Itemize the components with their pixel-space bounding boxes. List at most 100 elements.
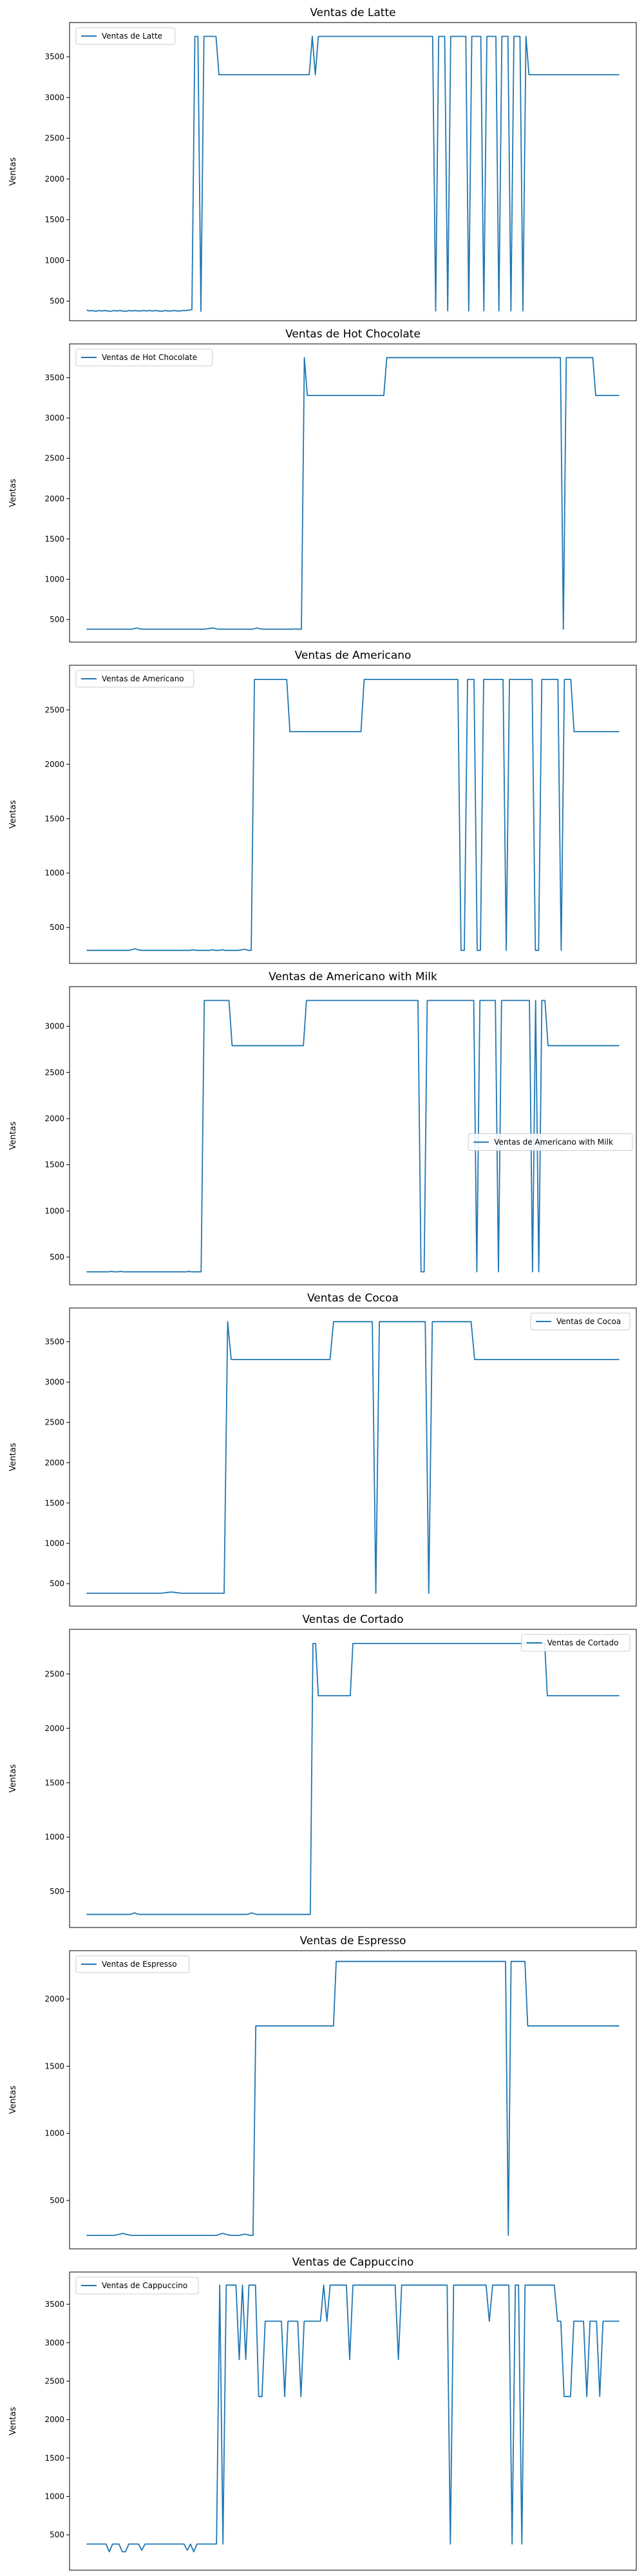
y-tick-label: 1000: [44, 1833, 64, 1842]
y-tick-label: 1500: [44, 215, 64, 224]
y-tick-label: 3000: [44, 2338, 64, 2347]
y-tick-label: 1000: [44, 256, 64, 265]
chart-panel: Ventas de Cappuccino 500 1000 1500 2000 2500 3…: [8, 2256, 637, 2571]
y-axis-label: Ventas: [8, 1121, 18, 1150]
series-line: [86, 35, 620, 312]
chart-panel: Ventas de Cortado 500 1000 1500 2000 2500 Vent…: [8, 1613, 637, 1928]
y-tick-label: 3000: [44, 413, 64, 422]
chart-panel: Ventas de Espresso 500 1000 1500 2000 Ventas V…: [8, 1935, 637, 2249]
legend-box: [75, 670, 194, 688]
chart-title: Ventas de Latte: [310, 6, 395, 19]
y-tick-label: 2500: [44, 134, 64, 143]
y-axis-label: Ventas: [8, 2407, 18, 2435]
legend-label: Ventas de Hot Chocolate: [102, 353, 197, 362]
y-tick-label: 500: [50, 297, 64, 306]
y-tick-label: 1500: [44, 814, 64, 823]
plot-frame: [69, 1307, 637, 1607]
y-tick-label: 1000: [44, 574, 64, 583]
y-tick-label: 2000: [44, 2415, 64, 2424]
legend: Ventas de Cocoa: [530, 1312, 630, 1331]
series-line: [86, 1960, 620, 2237]
y-tick-label: 3000: [44, 93, 64, 102]
y-tick-label: 3500: [44, 52, 64, 61]
legend-label: Ventas de Espresso: [102, 1960, 177, 1969]
y-axis-label: Ventas: [8, 1443, 18, 1471]
legend-box: [468, 1133, 633, 1151]
chart-title: Ventas de Hot Chocolate: [285, 328, 421, 341]
chart-title: Ventas de Americano: [295, 649, 412, 662]
chart-title: Ventas de Cortado: [302, 1613, 403, 1626]
y-tick-label: 1000: [44, 1206, 64, 1215]
chart-title: Ventas de Americano with Milk: [269, 971, 437, 983]
legend-box: [75, 1955, 190, 1973]
y-tick-label: 1500: [44, 1499, 64, 1508]
y-axis-label: Ventas: [8, 157, 18, 185]
legend-box: [521, 1634, 630, 1652]
legend-label: Ventas de Cocoa: [556, 1317, 621, 1326]
legend-box: [75, 2277, 199, 2295]
y-tick-label: 1000: [44, 1539, 64, 1548]
y-tick-label: 1000: [44, 2492, 64, 2501]
chart-panel: Ventas de Americano with Milk 500 1000 1500…: [8, 971, 637, 1285]
legend-label: Ventas de Cappuccino: [102, 2281, 187, 2290]
chart-panel: Ventas de Cocoa 500 1000 1500 2000 2500 3000 35…: [8, 1292, 637, 1607]
legend-box: [530, 1312, 630, 1331]
legend: Ventas de Americano with Milk: [468, 1133, 633, 1151]
y-tick-label: 1500: [44, 2061, 64, 2070]
legend-label: Ventas de Americano with Milk: [494, 1138, 613, 1147]
y-tick-label: 1500: [44, 1778, 64, 1787]
y-tick-label: 2500: [44, 1418, 64, 1427]
chart-panel: Ventas de Hot Chocolate 500 1000 1500 2000 25…: [8, 328, 637, 643]
y-tick-label: 3000: [44, 1022, 64, 1031]
legend: Ventas de Espresso: [75, 1955, 190, 1973]
y-tick-label: 2000: [44, 494, 64, 503]
y-axis-label: Ventas: [8, 478, 18, 507]
y-tick-label: 2000: [44, 1114, 64, 1123]
y-tick-label: 2000: [44, 175, 64, 184]
series-line: [86, 2284, 620, 2553]
series-line: [86, 357, 620, 630]
legend: Ventas de Americano: [75, 670, 194, 688]
legend: Ventas de Cappuccino: [75, 2277, 199, 2295]
y-tick-label: 2000: [44, 760, 64, 769]
y-axis-label: Ventas: [8, 2085, 18, 2114]
legend-box: [75, 27, 176, 45]
y-tick-label: 500: [50, 615, 64, 624]
legend-box: [75, 348, 213, 366]
y-tick-label: 500: [50, 1253, 64, 1262]
legend-label: Ventas de Cortado: [547, 1638, 619, 1647]
legend: Ventas de Latte: [75, 27, 176, 45]
y-tick-label: 2500: [44, 705, 64, 714]
chart-title: Ventas de Espresso: [299, 1935, 406, 1947]
y-tick-label: 2000: [44, 1994, 64, 2003]
y-tick-label: 2500: [44, 1669, 64, 1678]
y-tick-label: 2000: [44, 1724, 64, 1733]
legend-label: Ventas de Americano: [102, 674, 184, 683]
chart-title: Ventas de Cappuccino: [292, 2256, 414, 2269]
chart-title: Ventas de Cocoa: [307, 1292, 399, 1305]
y-tick-label: 3500: [44, 1338, 64, 1347]
y-tick-label: 1500: [44, 1160, 64, 1170]
y-tick-label: 500: [50, 1579, 64, 1588]
series-line: [86, 1643, 620, 1915]
chart-panel: Ventas de Americano 500 1000 1500 2000 2500 Ve…: [8, 649, 637, 964]
chart-panel: Ventas de Latte 500 1000 1500 2000 2500 3000 35…: [8, 6, 637, 321]
y-tick-label: 2500: [44, 454, 64, 463]
plot-frame: [69, 665, 637, 964]
plot-frame: [69, 2271, 637, 2571]
plot-frame: [69, 1950, 637, 2249]
plot-frame: [69, 343, 637, 643]
y-axis-label: Ventas: [8, 800, 18, 828]
y-tick-label: 2500: [44, 2376, 64, 2385]
plot-frame: [69, 1629, 637, 1928]
y-tick-label: 2000: [44, 1458, 64, 1467]
legend-label: Ventas de Latte: [102, 32, 162, 41]
y-tick-label: 1000: [44, 2129, 64, 2138]
y-tick-label: 500: [50, 2196, 64, 2205]
series-line: [86, 999, 620, 1273]
y-tick-label: 500: [50, 923, 64, 932]
legend: Ventas de Cortado: [521, 1634, 630, 1652]
y-tick-label: 1500: [44, 2454, 64, 2463]
y-tick-label: 500: [50, 1887, 64, 1896]
